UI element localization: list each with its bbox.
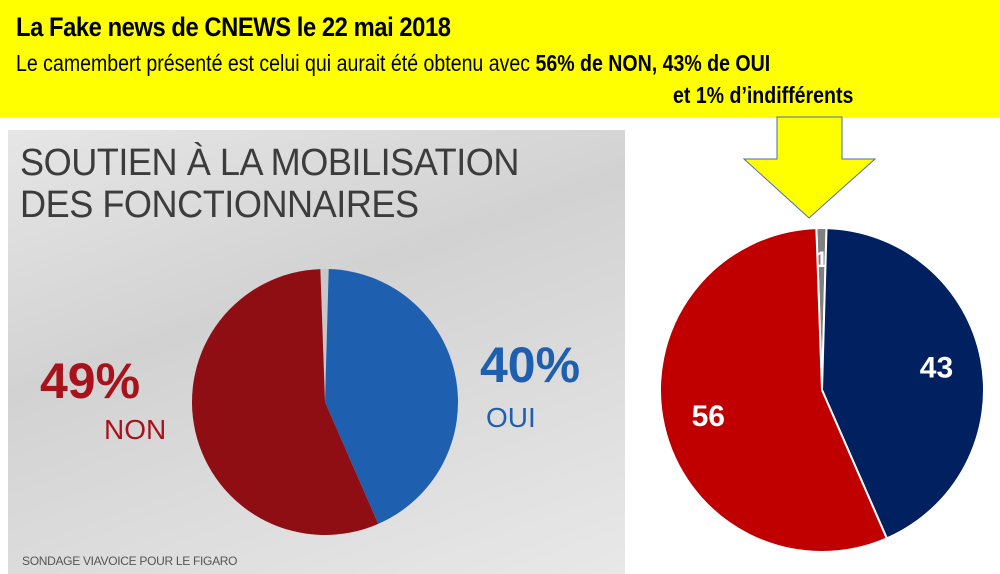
cnews-pie xyxy=(192,269,459,535)
pie-slice xyxy=(320,269,329,402)
headline-banner: La Fake news de CNEWS le 22 mai 2018 Le … xyxy=(0,0,1000,118)
subtitle-text: Le camembert présenté est celui qui aura… xyxy=(16,50,536,76)
pie-slice xyxy=(192,269,379,535)
oui-label: OUI xyxy=(486,402,536,433)
slice-value-label: 1 xyxy=(815,247,827,272)
pie-slice xyxy=(325,269,459,524)
chart-title-line2: DES FONCTIONNAIRES xyxy=(20,184,419,226)
slice-value-label: 56 xyxy=(692,400,725,433)
headline-subtitle: Le camembert présenté est celui qui aura… xyxy=(16,50,770,77)
non-label: NON xyxy=(104,414,167,445)
pie-slice xyxy=(820,227,986,540)
chart-source: SONDAGE VIAVOICE POUR LE FIGARO xyxy=(22,554,238,568)
down-arrow xyxy=(742,116,877,219)
subtitle-bold: 56% de NON, 43% de OUI xyxy=(535,50,771,76)
headline-title: La Fake news de CNEWS le 22 mai 2018 xyxy=(16,12,451,42)
cnews-chart-panel: SOUTIEN À LA MOBILISATION DES FONCTIONNA… xyxy=(8,130,625,574)
pie-slice xyxy=(815,227,828,391)
headline-subtitle-line2: et 1% d’indifférents xyxy=(673,82,854,108)
slice-value-label: 43 xyxy=(920,352,953,385)
corrected-pie: 1 43 56 xyxy=(659,227,986,553)
oui-value-label: 40% xyxy=(480,337,581,393)
non-value-label: 49% xyxy=(40,353,141,409)
pie-slice xyxy=(659,227,889,553)
chart-title-line1: SOUTIEN À LA MOBILISATION xyxy=(20,142,520,184)
